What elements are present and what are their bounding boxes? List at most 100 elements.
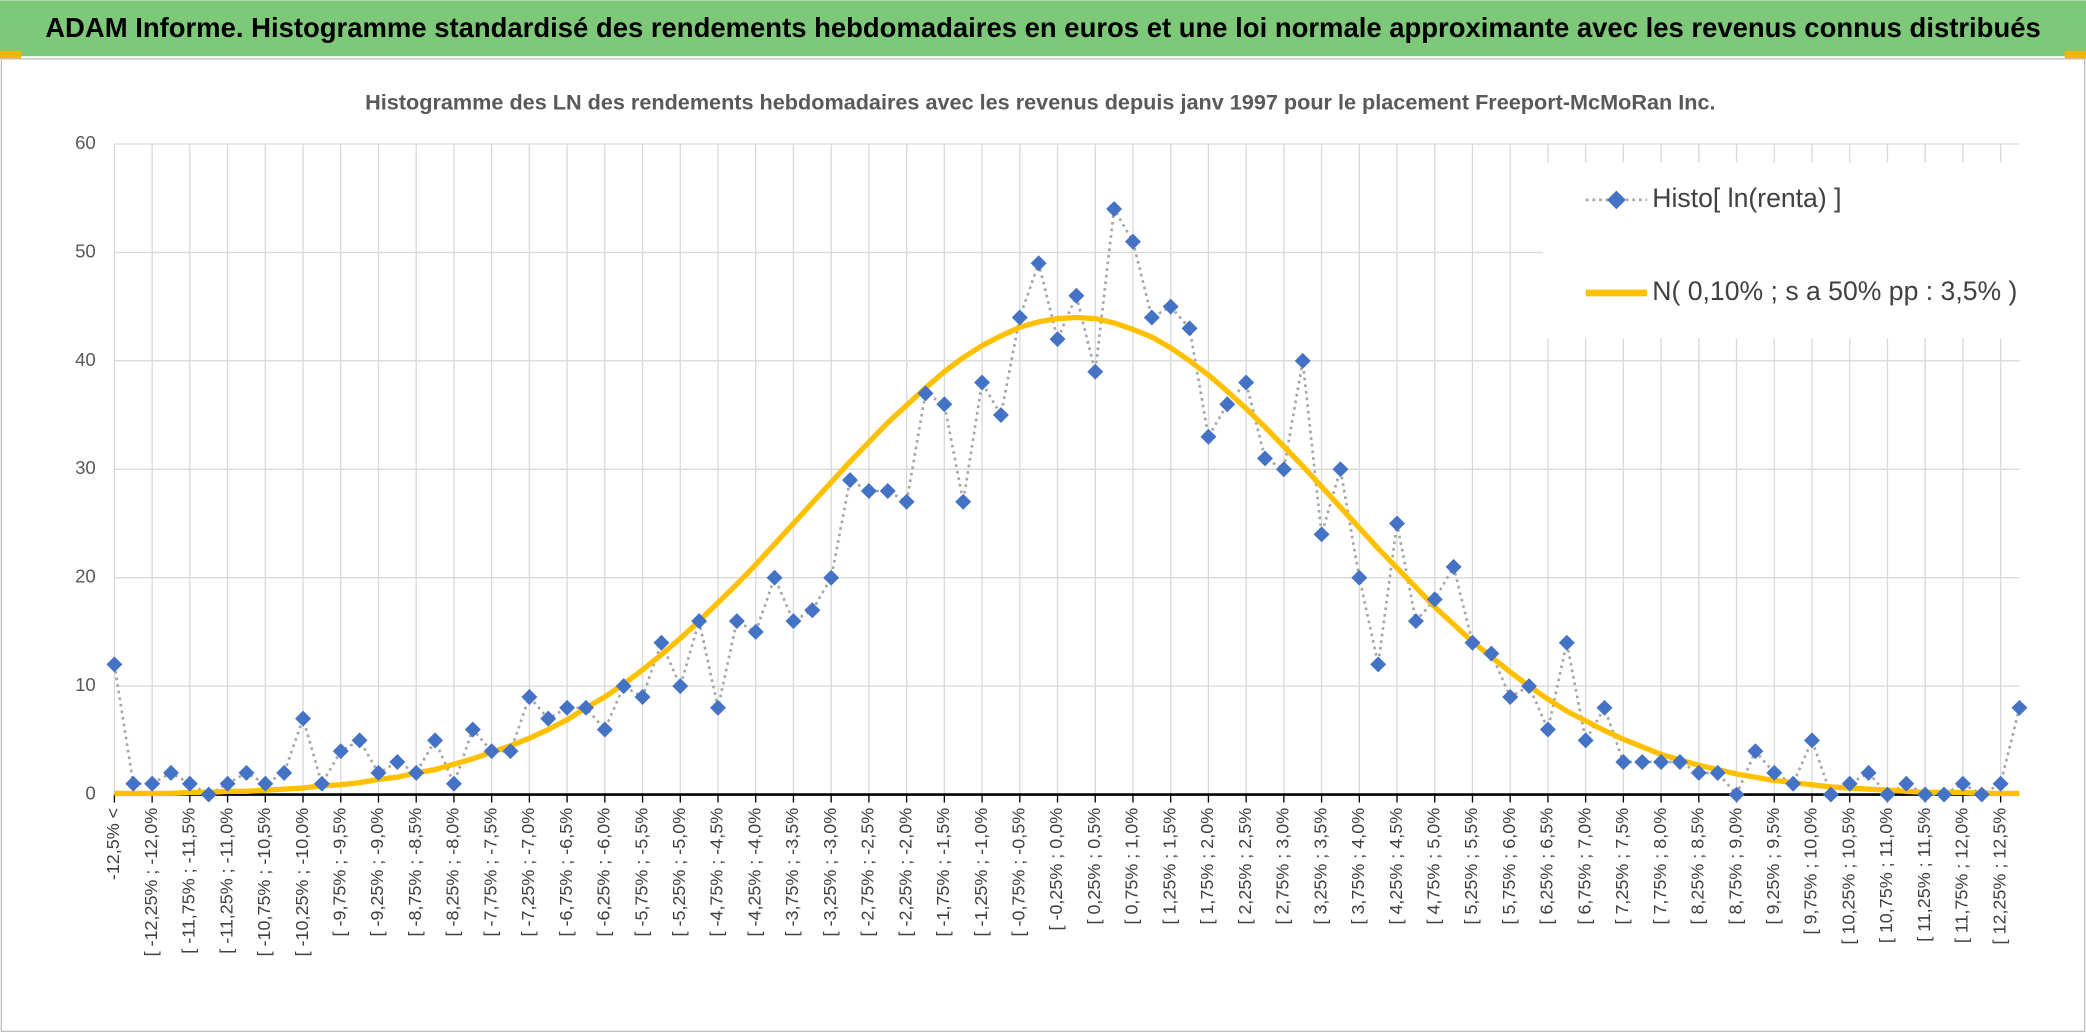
x-tick-label: [ -6,25% ; -6,0% [594,808,614,937]
x-tick-label: [ -1,25% ; -1,0% [971,808,991,937]
data-point [728,613,745,630]
data-point [1954,775,1971,792]
x-tick-label: [ 3,25% ; 3,5% [1310,808,1330,925]
data-point [691,613,708,630]
data-point [464,721,481,738]
y-tick-label: 0 [85,782,95,803]
x-tick-label: [ -9,75% ; -9,5% [329,808,349,937]
legend-box [1543,162,2023,339]
data-point [1426,591,1443,608]
x-tick-label: [ -7,25% ; -7,0% [518,808,538,937]
data-point [1275,461,1292,478]
data-point [1124,233,1141,250]
data-point [1879,786,1896,803]
data-point [200,786,217,803]
data-point [710,699,726,716]
x-tick-label: [ 11,75% ; 12,0% [1952,808,1972,943]
data-point [992,407,1009,424]
x-tick-label: [ 11,25% ; 11,5% [1914,808,1934,942]
data-point [766,569,783,586]
y-tick-label: 60 [75,132,96,153]
x-tick-label: [ 7,25% ; 7,5% [1612,808,1632,925]
x-tick-label: [ 0,25% ; 0,5% [1084,808,1104,925]
x-tick-label: [ -8,25% ; -8,0% [443,808,463,937]
x-tick-label: [ -1,75% ; -1,5% [933,808,953,937]
x-tick-label: [ 1,75% ; 2,0% [1197,808,1217,925]
x-tick-label: [ 10,25% ; 10,5% [1838,808,1858,945]
data-point [1539,721,1556,738]
y-tick-label: 30 [75,457,96,478]
data-point [1162,298,1179,315]
data-point [1445,558,1462,575]
data-point [1634,754,1651,770]
x-tick-label: [ 4,25% ; 4,5% [1386,808,1406,925]
x-tick-label: [ 6,75% ; 7,0% [1574,808,1594,925]
legend-label: Histo[ ln(renta) ] [1652,183,1841,213]
data-point [634,688,651,705]
data-point [125,775,142,792]
x-tick-label: [ -5,75% ; -5,5% [631,808,651,937]
data-point [1822,786,1839,803]
data-point [1200,428,1217,445]
data-point [842,472,859,489]
data-point [1011,309,1028,326]
x-tick-label: [ -10,25% ; -10,0% [292,808,312,957]
x-tick-label: [ -0,25% ; 0,0% [1046,808,1066,931]
normal-curve [114,314,2020,797]
x-tick-label: [ 10,75% ; 11,0% [1876,808,1896,943]
data-point [917,385,934,402]
data-point [936,396,953,413]
data-point [1766,764,1783,781]
data-point [615,678,632,695]
x-tick-label: [ -3,25% ; -3,0% [820,808,840,937]
corner-accent [0,50,22,59]
y-tick-label: 20 [75,566,96,587]
x-tick-label: [ 4,75% ; 5,0% [1423,808,1443,925]
data-point [1464,634,1481,651]
data-point [540,710,557,727]
data-point [823,569,840,586]
data-point [238,764,255,781]
data-point [559,699,576,716]
data-point [1313,526,1330,543]
data-point [181,775,198,792]
x-tick-label: [ 2,75% ; 3,0% [1273,808,1293,925]
data-point [483,743,500,760]
data-point [860,482,877,499]
x-tick-label: [ -4,25% ; -4,0% [744,808,764,937]
data-point [1671,754,1688,770]
x-tick-label: [ -8,75% ; -8,5% [405,808,425,937]
data-point [1936,786,1953,803]
data-point [144,775,161,792]
data-point [1992,775,2009,792]
data-point [1294,352,1311,369]
data-point [1728,786,1745,803]
x-tick-label: [ 7,75% ; 8,0% [1650,808,1670,925]
data-point [106,656,123,673]
data-point [219,775,236,792]
data-point [1577,732,1594,749]
data-point [1917,786,1934,803]
x-tick-label: [ 1,25% ; 1,5% [1159,808,1179,925]
x-tick-label: [ 8,75% ; 9,0% [1725,808,1745,925]
data-point [521,688,538,705]
x-tick-label: [ -10,75% ; -10,5% [254,808,274,957]
data-point [1596,699,1613,716]
data-point [974,374,991,391]
x-tick-label: [ 6,25% ; 6,5% [1537,808,1557,925]
data-point [1257,450,1273,467]
data-point [2011,699,2028,716]
x-tick-label: [ -12,25% ; -12,0% [141,808,161,957]
corner-accent [2064,50,2086,59]
data-point [1502,688,1519,705]
x-tick-label: [ 5,25% ; 5,5% [1461,808,1481,925]
data-point [1841,775,1858,792]
data-point [577,699,594,716]
data-point [1709,764,1726,781]
x-tick-label: [ -6,75% ; -6,5% [556,808,576,937]
data-point [163,764,179,781]
x-tick-label: -12,5% < [103,808,123,880]
data-point [1407,613,1424,630]
x-tick-label: [ 0,75% ; 1,0% [1122,808,1142,925]
